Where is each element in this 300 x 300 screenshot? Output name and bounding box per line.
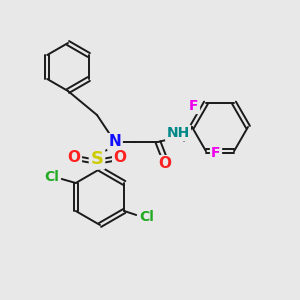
- Text: Cl: Cl: [139, 210, 154, 224]
- Text: S: S: [91, 150, 103, 168]
- Text: NH: NH: [167, 126, 190, 140]
- Text: O: O: [113, 149, 127, 164]
- Text: F: F: [211, 146, 221, 160]
- Text: F: F: [189, 99, 199, 113]
- Text: O: O: [68, 149, 80, 164]
- Text: O: O: [158, 157, 172, 172]
- Text: N: N: [109, 134, 122, 149]
- Text: Cl: Cl: [44, 170, 59, 184]
